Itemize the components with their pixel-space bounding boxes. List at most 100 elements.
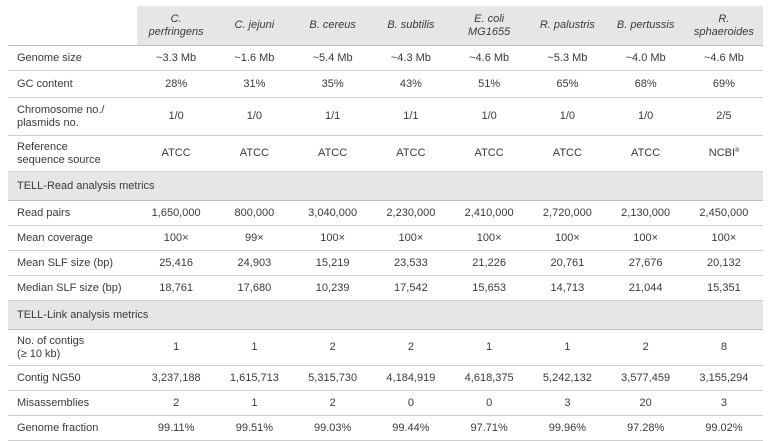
table-cell: 1	[215, 390, 294, 416]
table-cell: 21,044	[606, 275, 685, 301]
section-header-link: TELL-Link analysis metrics	[8, 300, 763, 330]
table-cell: 1	[528, 329, 607, 366]
metrics-table: C. perfringens C. jejuni B. cereus B. sub…	[8, 6, 763, 441]
table-cell: 1/1	[371, 97, 450, 136]
table-cell: ATCC	[215, 135, 294, 172]
organism-header: C. perfringens	[137, 6, 216, 46]
organism-name-line-1: R. palustris	[539, 19, 595, 31]
table-cell: 17,680	[215, 275, 294, 301]
table-cell: 68%	[606, 70, 685, 98]
page: C. perfringens C. jejuni B. cereus B. sub…	[8, 6, 763, 441]
genome-size-row: Genome size ~3.3 Mb ~1.6 Mb ~5.4 Mb ~4.3…	[8, 45, 763, 71]
table-cell: 1/0	[606, 97, 685, 136]
table-cell: 100×	[606, 225, 685, 251]
median-slf-row: Median SLF size (bp) 18,761 17,680 10,23…	[8, 275, 763, 301]
organism-header: C. jejuni	[215, 6, 294, 46]
table-cell: 2,450,000	[684, 200, 763, 226]
table-cell: 51%	[450, 70, 529, 98]
table-cell: 4,184,919	[371, 365, 450, 391]
row-label: Misassemblies	[8, 390, 137, 416]
table-cell: 25,416	[137, 250, 216, 276]
table-cell: ~5.3 Mb	[528, 45, 607, 71]
organism-name-line-2: MG1655	[468, 25, 511, 38]
table-cell: 100×	[371, 225, 450, 251]
table-cell: 21,226	[450, 250, 529, 276]
table-cell: ~4.6 Mb	[684, 45, 763, 71]
row-label: Mean SLF size (bp)	[8, 250, 137, 276]
table-cell: 99.51%	[215, 415, 294, 441]
table-cell: ATCC	[137, 135, 216, 172]
table-cell: 3,577,459	[606, 365, 685, 391]
chromosome-plasmid-row: Chromosome no./plasmids no. 1/0 1/0 1/1 …	[8, 97, 763, 136]
table-cell: 3	[684, 390, 763, 416]
organism-name-line-1: B. cereus	[309, 19, 356, 31]
table-cell: ~4.6 Mb	[450, 45, 529, 71]
table-cell: 35%	[293, 70, 372, 98]
table-cell: 1/0	[528, 97, 607, 136]
mean-coverage-row: Mean coverage 100× 99× 100× 100× 100× 10…	[8, 225, 763, 251]
mean-slf-row: Mean SLF size (bp) 25,416 24,903 15,219 …	[8, 250, 763, 276]
organism-header: R. palustris	[528, 6, 607, 46]
row-label: Median SLF size (bp)	[8, 275, 137, 301]
table-cell: 8	[684, 329, 763, 366]
table-cell: 23,533	[371, 250, 450, 276]
table-cell: 1/0	[137, 97, 216, 136]
organism-name-line-1: B. subtilis	[387, 19, 435, 31]
table-cell: 2,230,000	[371, 200, 450, 226]
organism-name-line-1: E. coli	[474, 12, 505, 25]
table-cell: 27,676	[606, 250, 685, 276]
organism-name-line-2: perfringens	[148, 25, 204, 38]
table-cell: 0	[371, 390, 450, 416]
table-cell: 100×	[684, 225, 763, 251]
organism-name-line-2: sphaeroides	[693, 25, 754, 38]
table-cell: 1	[450, 329, 529, 366]
row-label: Contig NG50	[8, 365, 137, 391]
source-value: NCBI	[708, 147, 736, 159]
row-label: Read pairs	[8, 200, 137, 226]
table-cell: ~5.4 Mb	[293, 45, 372, 71]
table-cell: 69%	[684, 70, 763, 98]
organism-name-line-1: C. jejuni	[234, 19, 275, 31]
table-cell: 28%	[137, 70, 216, 98]
contig-ng50-row: Contig NG50 3,237,188 1,615,713 5,315,73…	[8, 365, 763, 391]
table-cell: 0	[450, 390, 529, 416]
organism-header: R. sphaeroides	[684, 6, 763, 46]
organism-name-line-1: R.	[718, 12, 730, 25]
table-cell: 24,903	[215, 250, 294, 276]
table-cell: 15,653	[450, 275, 529, 301]
table-cell: 43%	[371, 70, 450, 98]
table-cell: 20,132	[684, 250, 763, 276]
row-label-line-1: Chromosome no./	[17, 103, 105, 116]
reference-source-row: Reference sequence source ATCC ATCC ATCC …	[8, 135, 763, 172]
organism-name-line-1: C.	[170, 12, 182, 25]
gc-content-row: GC content 28% 31% 35% 43% 51% 65% 68% 6…	[8, 70, 763, 98]
table-cell: 4,618,375	[450, 365, 529, 391]
table-cell: ATCC	[528, 135, 607, 172]
organism-header: B. subtilis	[371, 6, 450, 46]
table-cell: 2,130,000	[606, 200, 685, 226]
row-label: Reference sequence source	[8, 135, 137, 172]
table-cell: 20,761	[528, 250, 607, 276]
table-cell: 99.96%	[528, 415, 607, 441]
table-cell: 100×	[137, 225, 216, 251]
row-label: Mean coverage	[8, 225, 137, 251]
table-cell: 2	[293, 390, 372, 416]
row-label-line-1: Reference	[17, 140, 68, 153]
table-cell: 5,315,730	[293, 365, 372, 391]
table-cell: 99×	[215, 225, 294, 251]
table-cell: 3,155,294	[684, 365, 763, 391]
table-cell: ~1.6 Mb	[215, 45, 294, 71]
genome-fraction-row: Genome fraction 99.11% 99.51% 99.03% 99.…	[8, 415, 763, 441]
table-cell: 99.02%	[684, 415, 763, 441]
table-cell: 3,040,000	[293, 200, 372, 226]
read-pairs-row: Read pairs 1,650,000 800,000 3,040,000 2…	[8, 200, 763, 226]
table-cell: 18,761	[137, 275, 216, 301]
table-cell: ATCC	[293, 135, 372, 172]
table-cell: 97.28%	[606, 415, 685, 441]
organism-header: E. coli MG1655	[450, 6, 529, 46]
table-cell: 2	[137, 390, 216, 416]
table-cell: ATCC	[606, 135, 685, 172]
table-cell: 99.11%	[137, 415, 216, 441]
table-cell: 800,000	[215, 200, 294, 226]
row-label-line-2: plasmids no.	[17, 116, 79, 129]
